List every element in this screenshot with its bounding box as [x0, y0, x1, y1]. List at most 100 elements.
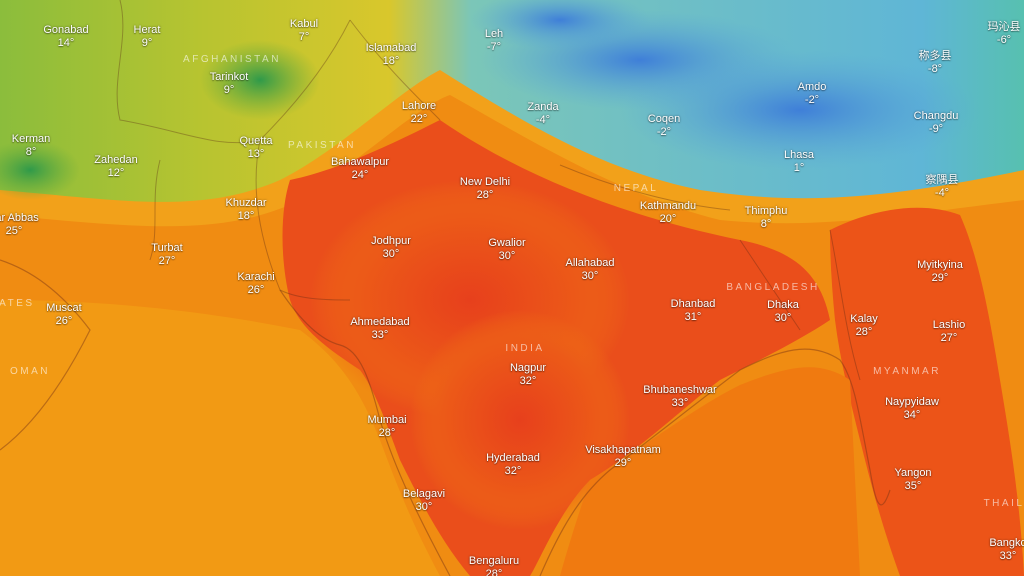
city-label-gonabad[interactable]: Gonabad 14°	[43, 24, 88, 50]
city-name: Ahmedabad	[350, 316, 410, 328]
city-name: Gwalior	[488, 237, 526, 249]
city-label-visakhapatnam[interactable]: Visakhapatnam 29°	[585, 444, 661, 470]
city-label-jodhpur[interactable]: Jodhpur 30°	[371, 235, 411, 261]
country-label-pakistan: PAKISTAN	[288, 140, 356, 151]
city-temperature: 7°	[298, 31, 310, 43]
city-label-hyderabad[interactable]: Hyderabad 32°	[486, 452, 540, 478]
city-label-allahabad[interactable]: Allahabad 30°	[566, 257, 615, 283]
city-label-mumbai[interactable]: Mumbai 28°	[367, 414, 406, 440]
city-label-kalay[interactable]: Kalay 28°	[850, 313, 878, 339]
city-label-muscat[interactable]: Muscat 26°	[46, 302, 81, 328]
city-label-karachi[interactable]: Karachi 26°	[237, 271, 274, 297]
city-label-lahore[interactable]: Lahore 22°	[402, 100, 436, 126]
city-temperature: 12°	[107, 167, 125, 179]
city-label-kerman[interactable]: Kerman 8°	[12, 133, 51, 159]
city-label-changdu[interactable]: Changdu -9°	[914, 110, 959, 136]
city-temperature: -6°	[996, 34, 1012, 46]
city-temperature: -7°	[486, 41, 502, 53]
city-temperature: 27°	[158, 255, 176, 267]
city-temperature: 9°	[223, 84, 235, 96]
city-name: Quetta	[239, 135, 273, 147]
city-label-bahawalpur[interactable]: Bahawalpur 24°	[331, 156, 389, 182]
city-label-bangkok[interactable]: Bangko 33°	[989, 537, 1024, 563]
city-temperature: -2°	[656, 126, 672, 138]
city-name: Kathmandu	[639, 200, 697, 212]
city-name: Bengaluru	[468, 555, 520, 567]
city-name: Islamabad	[365, 42, 417, 54]
city-name: Belagavi	[402, 488, 446, 500]
city-name: Zanda	[527, 101, 559, 113]
city-label-nagpur[interactable]: Nagpur 32°	[510, 362, 546, 388]
city-temperature: 28°	[485, 568, 503, 576]
city-label-bengaluru[interactable]: Bengaluru 28°	[469, 555, 519, 576]
city-temperature: 22°	[410, 113, 428, 125]
city-temperature: 33°	[371, 329, 389, 341]
city-name: Kerman	[11, 133, 51, 145]
city-label-belagavi[interactable]: Belagavi 30°	[403, 488, 445, 514]
city-label-chengduo[interactable]: 称多县 -8°	[919, 50, 952, 76]
city-name: 称多县	[918, 50, 952, 62]
city-label-chayu[interactable]: 察隅县 -4°	[926, 174, 959, 200]
city-temperature: 30°	[382, 248, 400, 260]
city-label-thimphu[interactable]: Thimphu 8°	[745, 205, 788, 231]
country-label-india: INDIA	[505, 343, 545, 354]
city-temperature: 30°	[415, 501, 433, 513]
country-label-afghanistan: AFGHANISTAN	[183, 54, 281, 65]
city-label-bhubaneshwar[interactable]: Bhubaneshwar 33°	[643, 384, 716, 410]
city-label-myitkyina[interactable]: Myitkyina 29°	[917, 259, 963, 285]
city-label-ahmedabad[interactable]: Ahmedabad 33°	[350, 316, 409, 342]
city-name: 玛沁县	[987, 21, 1021, 33]
city-name: Nagpur	[509, 362, 547, 374]
city-temperature: 20°	[659, 213, 677, 225]
city-name: Allahabad	[565, 257, 615, 269]
city-label-zanda[interactable]: Zanda -4°	[527, 101, 558, 127]
city-temperature: 24°	[351, 169, 369, 181]
city-temperature: 33°	[999, 550, 1017, 562]
city-label-turbat[interactable]: Turbat 27°	[151, 242, 182, 268]
country-label-bangladesh: BANGLADESH	[726, 282, 820, 293]
city-name: Yangon	[894, 467, 932, 479]
city-label-coqen[interactable]: Coqen -2°	[648, 113, 680, 139]
city-label-lashio[interactable]: Lashio 27°	[933, 319, 965, 345]
city-name: Visakhapatnam	[585, 444, 661, 456]
city-temperature: 26°	[247, 284, 265, 296]
city-temperature: -4°	[934, 187, 950, 199]
city-label-dhaka[interactable]: Dhaka 30°	[767, 299, 799, 325]
city-label-amdo[interactable]: Amdo -2°	[798, 81, 827, 107]
city-label-dhanbad[interactable]: Dhanbad 31°	[671, 298, 716, 324]
city-label-naypyidaw[interactable]: Naypyidaw 34°	[885, 396, 939, 422]
city-temperature: 27°	[940, 332, 958, 344]
city-label-leh[interactable]: Leh -7°	[485, 28, 503, 54]
city-label-new-delhi[interactable]: New Delhi 28°	[460, 176, 510, 202]
city-label-kabul[interactable]: Kabul 7°	[290, 18, 318, 44]
city-label-yangon[interactable]: Yangon 35°	[894, 467, 931, 493]
city-name: Kabul	[289, 18, 319, 30]
city-temperature: 13°	[247, 148, 265, 160]
city-name: Lahore	[401, 100, 437, 112]
city-label-gwalior[interactable]: Gwalior 30°	[488, 237, 525, 263]
city-temperature: 14°	[57, 37, 75, 49]
city-label-maqin[interactable]: 玛沁县 -6°	[988, 21, 1021, 47]
city-name: Myitkyina	[917, 259, 963, 271]
city-temperature: 8°	[25, 146, 37, 158]
country-label-oman: OMAN	[10, 366, 50, 377]
city-label-quetta[interactable]: Quetta 13°	[239, 135, 272, 161]
city-name: Gonabad	[43, 24, 89, 36]
city-label-tarinkot[interactable]: Tarinkot 9°	[210, 71, 249, 97]
country-label-myanmar: MYANMAR	[873, 366, 941, 377]
city-label-lhasa[interactable]: Lhasa 1°	[784, 149, 814, 175]
city-label-kathmandu[interactable]: Kathmandu 20°	[640, 200, 696, 226]
city-temperature: 28°	[476, 189, 494, 201]
city-label-khuzdar[interactable]: Khuzdar 18°	[226, 197, 267, 223]
city-label-herat[interactable]: Herat 9°	[134, 24, 161, 50]
city-label-zahedan[interactable]: Zahedan 12°	[94, 154, 137, 180]
city-temperature: 30°	[498, 250, 516, 262]
city-name: Hyderabad	[486, 452, 540, 464]
city-name: Dhaka	[767, 299, 799, 311]
city-name: Coqen	[647, 113, 681, 125]
city-name: Zahedan	[94, 154, 138, 166]
city-label-islamabad[interactable]: Islamabad 18°	[366, 42, 417, 68]
